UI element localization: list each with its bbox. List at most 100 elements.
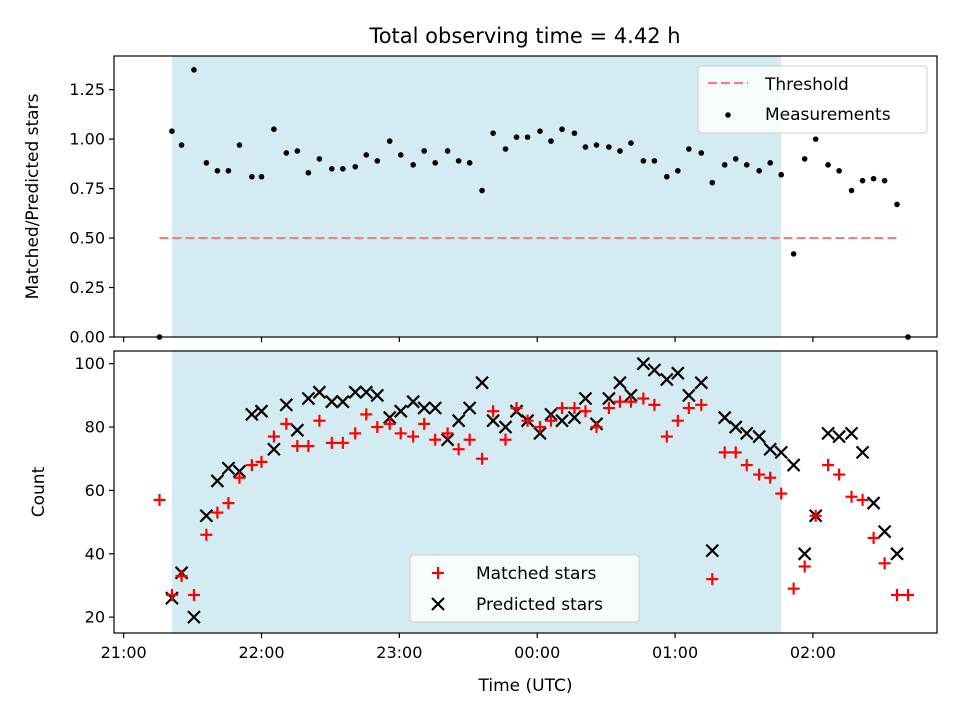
measurement-point	[294, 148, 301, 154]
predicted-star-marker	[301, 391, 316, 406]
measurement-point	[305, 169, 312, 176]
x-tick-label: 02:00	[790, 643, 836, 662]
matched-star-marker	[637, 392, 650, 405]
matched-star-marker	[336, 436, 349, 449]
matched-star-marker	[556, 402, 569, 415]
measurement-point	[225, 167, 232, 174]
x-tick-label: 00:00	[514, 643, 560, 662]
predicted-star-marker	[325, 394, 339, 409]
predicted-star-marker	[462, 401, 477, 415]
matched-star-marker	[590, 421, 603, 434]
predicted-star-marker	[717, 410, 732, 425]
matched-star-marker	[313, 414, 326, 427]
observing-window-shade	[171, 56, 782, 337]
matched-star-marker	[452, 443, 465, 456]
measurement-point	[397, 152, 404, 158]
measurement-point	[352, 164, 359, 170]
predicted-star-marker	[393, 404, 408, 418]
predicted-star-marker	[210, 474, 225, 488]
matched-star-marker	[441, 427, 454, 440]
legend-cross-mark	[431, 597, 445, 611]
legend-predicted-swatch	[431, 597, 445, 611]
measurement-point	[825, 162, 831, 168]
measurement-point	[432, 160, 439, 166]
measurement-point	[836, 167, 842, 174]
measurement-point	[455, 158, 462, 164]
predicted-star-marker	[486, 413, 500, 428]
matched-star-marker	[706, 573, 719, 586]
measurement-point	[283, 150, 290, 156]
y-tick-label: 0.75	[69, 179, 105, 198]
matched-star-marker	[787, 582, 800, 595]
measurement-point	[203, 160, 210, 166]
x-axis-ticks	[123, 337, 814, 342]
predicted-star-marker	[348, 385, 363, 399]
measurement-point	[675, 167, 681, 174]
measurement-point	[466, 160, 473, 166]
matched-star-marker	[291, 440, 304, 453]
measurement-point	[756, 167, 762, 174]
predicted-star-marker	[890, 547, 904, 561]
measurement-point	[524, 134, 531, 140]
predicted-star-marker	[254, 404, 269, 418]
matched-star-marker	[487, 405, 500, 418]
measurement-point	[502, 146, 509, 152]
y-axis-label: Matched/Predicted stars	[23, 93, 43, 299]
x-axis-ticks: 21:00 22:00 23:00 00:00 01:00 02:00	[101, 633, 836, 662]
predicted-star-marker	[786, 458, 801, 472]
measurement-point	[698, 150, 705, 156]
matched-star-marker	[245, 459, 258, 472]
predicted-star-marker	[336, 394, 350, 409]
measurement-point	[214, 167, 221, 174]
matched-star-marker	[325, 436, 338, 449]
predicted-star-marker	[267, 442, 281, 457]
measurement-point	[571, 130, 578, 136]
count-panel: 20 40 60 80 100 21:00 22:00 23:00 00:00 01:00 02:…	[29, 350, 938, 696]
x-axis-label: Time (UTC)	[478, 676, 573, 696]
matched-star-marker	[822, 459, 835, 472]
predicted-star-marker	[533, 426, 547, 441]
legend-label-measurements: Measurements	[765, 105, 891, 125]
plot-title: Total observing time = 4.42 h	[368, 24, 680, 48]
predicted-star-marker	[763, 442, 777, 457]
legend-label-matched: Matched stars	[476, 564, 596, 584]
measurement-point	[628, 140, 634, 146]
measurement-point	[859, 177, 866, 184]
measurement-point	[848, 187, 855, 194]
predicted-star-marker	[774, 445, 789, 460]
matched-star-marker	[255, 455, 268, 468]
matched-star-marker	[383, 417, 396, 430]
matched-star-marker	[867, 531, 880, 544]
predicted-star-marker	[451, 413, 466, 428]
predicted-star-marker	[832, 429, 846, 444]
measurement-point	[537, 128, 543, 134]
matched-star-marker	[267, 430, 280, 443]
matched-star-marker	[568, 402, 581, 415]
predicted-star-marker	[199, 508, 214, 523]
measurement-point	[881, 177, 888, 184]
matched-star-marker	[809, 509, 822, 522]
measurement-point	[548, 138, 554, 144]
measurement-point	[191, 67, 197, 73]
y-tick-label: 80	[85, 418, 105, 437]
predicted-star-marker	[647, 363, 662, 377]
matched-star-marker	[165, 588, 178, 601]
x-tick-label: 01:00	[652, 643, 698, 662]
predicted-star-marker	[866, 496, 881, 510]
predicted-star-marker	[877, 524, 892, 539]
predicted-star-marker	[797, 547, 812, 561]
measurement-point	[894, 201, 900, 208]
predicted-star-marker	[406, 394, 420, 409]
measurement-point	[169, 128, 175, 134]
predicted-star-marker	[555, 413, 569, 428]
measurement-point	[374, 158, 381, 164]
predicted-star-marker	[312, 385, 327, 399]
matched-star-marker	[891, 588, 904, 601]
measurement-point	[709, 179, 716, 186]
measurement-point	[271, 126, 277, 133]
matched-star-marker	[407, 430, 420, 443]
predicted-star-marker	[567, 410, 582, 425]
predicted-star-marker	[624, 388, 638, 403]
measurement-point	[410, 162, 416, 168]
